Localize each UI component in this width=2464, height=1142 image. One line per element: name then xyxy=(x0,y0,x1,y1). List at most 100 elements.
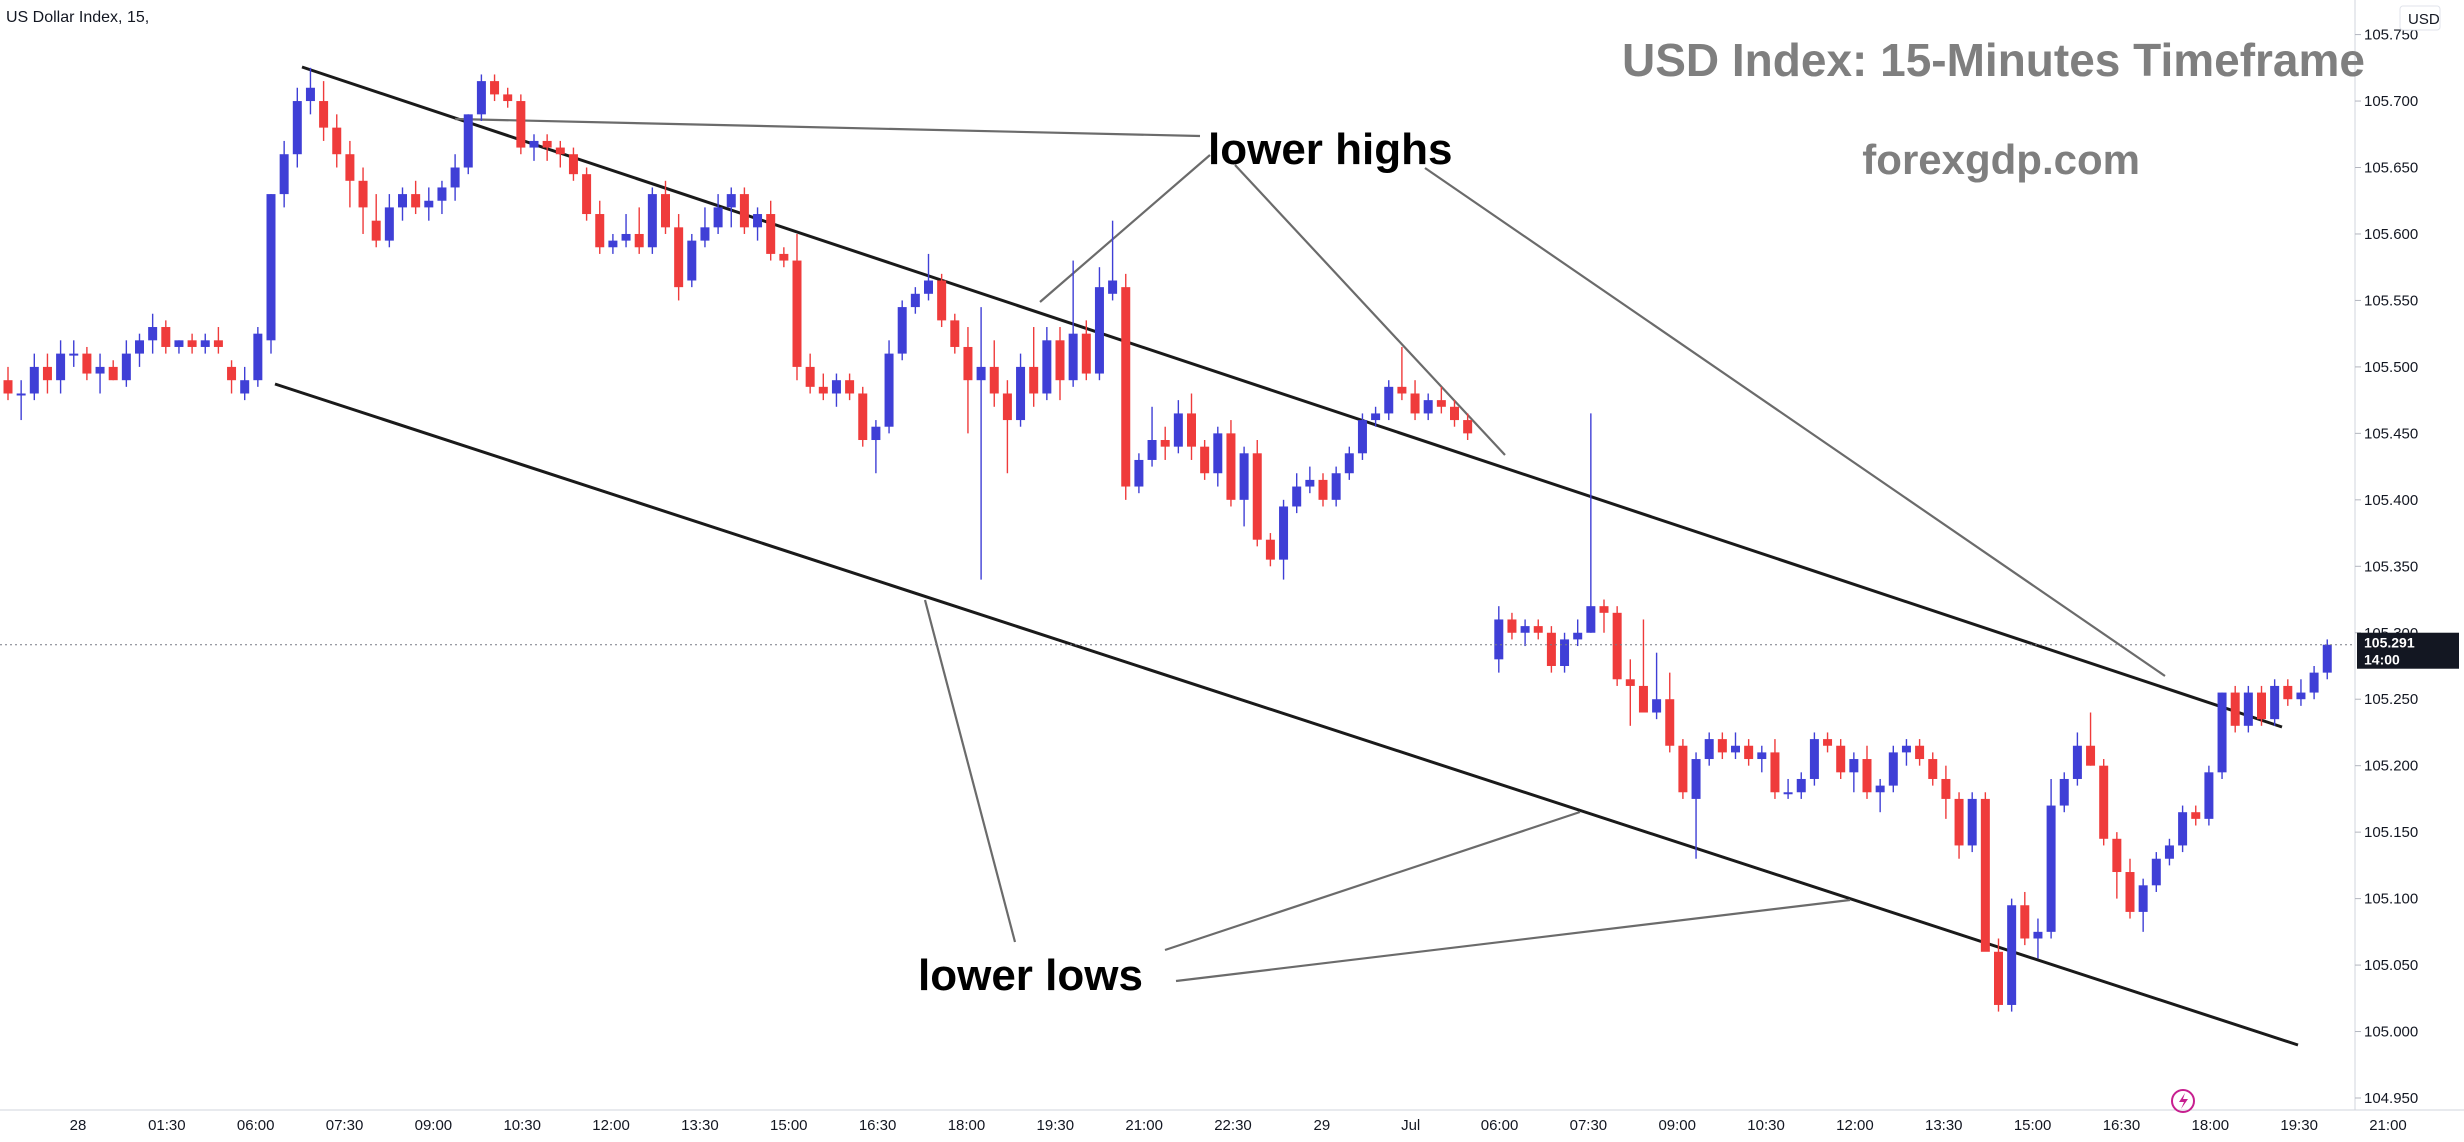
candle[interactable] xyxy=(910,287,920,314)
candle[interactable] xyxy=(542,134,552,161)
candle[interactable] xyxy=(1980,792,1990,952)
candle[interactable] xyxy=(1586,413,1596,633)
candle[interactable] xyxy=(1226,420,1236,507)
candle[interactable] xyxy=(1717,732,1727,760)
candle[interactable] xyxy=(1888,745,1898,793)
candle[interactable] xyxy=(976,307,986,580)
candle[interactable] xyxy=(148,313,158,354)
candle[interactable] xyxy=(1928,752,1938,786)
candle[interactable] xyxy=(766,200,776,261)
candle[interactable] xyxy=(1862,745,1872,799)
candle[interactable] xyxy=(1318,473,1328,507)
candle[interactable] xyxy=(3,366,13,401)
candle[interactable] xyxy=(647,187,657,254)
candle[interactable] xyxy=(2178,805,2188,853)
candle[interactable] xyxy=(1994,938,2003,1012)
candle[interactable] xyxy=(332,114,342,168)
candle[interactable] xyxy=(1121,273,1131,500)
candle[interactable] xyxy=(345,140,355,208)
candle[interactable] xyxy=(1599,599,1609,633)
candle[interactable] xyxy=(1494,606,1504,673)
candle[interactable] xyxy=(1809,732,1819,786)
candle[interactable] xyxy=(1423,393,1433,421)
candle[interactable] xyxy=(240,366,250,401)
candle[interactable] xyxy=(529,134,539,161)
candle[interactable] xyxy=(1546,626,1556,673)
candle[interactable] xyxy=(713,194,723,234)
candle[interactable] xyxy=(1357,413,1367,460)
candle[interactable] xyxy=(1901,739,1911,766)
candle[interactable] xyxy=(1265,533,1275,567)
candle[interactable] xyxy=(1915,739,1925,766)
candle[interactable] xyxy=(1200,440,1210,480)
candle[interactable] xyxy=(1029,327,1039,407)
candle[interactable] xyxy=(463,114,473,175)
candle[interactable] xyxy=(174,340,184,354)
candle[interactable] xyxy=(1967,792,1977,853)
candle[interactable] xyxy=(924,253,933,301)
candle[interactable] xyxy=(2086,712,2096,766)
candle[interactable] xyxy=(1770,739,1780,799)
candle[interactable] xyxy=(187,333,197,354)
candle[interactable] xyxy=(305,67,315,115)
currency-button[interactable]: USD xyxy=(2399,5,2441,31)
candle[interactable] xyxy=(1463,413,1473,441)
candle[interactable] xyxy=(1533,619,1543,640)
candle[interactable] xyxy=(2112,832,2122,899)
candle[interactable] xyxy=(1450,400,1459,427)
candle[interactable] xyxy=(687,233,697,288)
candle[interactable] xyxy=(753,207,763,241)
candle[interactable] xyxy=(319,81,329,141)
upper-channel-line[interactable] xyxy=(301,65,2283,729)
candle[interactable] xyxy=(568,147,578,181)
candle[interactable] xyxy=(1239,446,1249,527)
candle[interactable] xyxy=(1678,739,1688,799)
candle[interactable] xyxy=(384,194,394,248)
candle[interactable] xyxy=(1704,732,1714,766)
candle[interactable] xyxy=(2072,732,2082,786)
candle[interactable] xyxy=(213,327,223,354)
candle[interactable] xyxy=(582,167,592,221)
candle[interactable] xyxy=(476,74,486,121)
candle[interactable] xyxy=(897,300,907,361)
lower-channel-line[interactable] xyxy=(274,382,2299,1047)
candle[interactable] xyxy=(1187,393,1196,460)
candle[interactable] xyxy=(2138,878,2148,932)
candle[interactable] xyxy=(1108,220,1118,301)
candle[interactable] xyxy=(950,313,960,354)
candle[interactable] xyxy=(2007,898,2017,1012)
candle[interactable] xyxy=(1941,765,1951,819)
candle[interactable] xyxy=(1625,659,1635,726)
candle[interactable] xyxy=(1094,267,1104,381)
candle[interactable] xyxy=(1002,380,1012,474)
candle[interactable] xyxy=(779,247,789,268)
candle[interactable] xyxy=(1252,440,1262,547)
candle[interactable] xyxy=(792,233,802,381)
candle[interactable] xyxy=(2309,665,2319,700)
candle[interactable] xyxy=(884,340,894,434)
candle[interactable] xyxy=(1507,612,1517,640)
candle[interactable] xyxy=(1410,380,1420,421)
candle[interactable] xyxy=(1344,446,1354,480)
candle[interactable] xyxy=(292,87,302,168)
candle[interactable] xyxy=(450,154,460,201)
candle[interactable] xyxy=(95,353,105,394)
candle[interactable] xyxy=(2099,759,2109,846)
candle[interactable] xyxy=(1279,499,1289,580)
candle[interactable] xyxy=(1371,406,1381,427)
candle[interactable] xyxy=(858,386,868,447)
candle[interactable] xyxy=(121,340,131,387)
lightning-icon[interactable] xyxy=(2171,1089,2195,1113)
candle[interactable] xyxy=(16,380,26,421)
candle[interactable] xyxy=(371,194,381,248)
candle[interactable] xyxy=(82,346,92,381)
candle[interactable] xyxy=(634,207,644,254)
candle[interactable] xyxy=(2151,852,2161,892)
candle[interactable] xyxy=(1691,752,1701,859)
candle[interactable] xyxy=(1744,739,1754,766)
candle[interactable] xyxy=(805,353,815,394)
candle[interactable] xyxy=(42,353,52,394)
candle[interactable] xyxy=(227,360,237,394)
candle[interactable] xyxy=(1081,320,1091,381)
